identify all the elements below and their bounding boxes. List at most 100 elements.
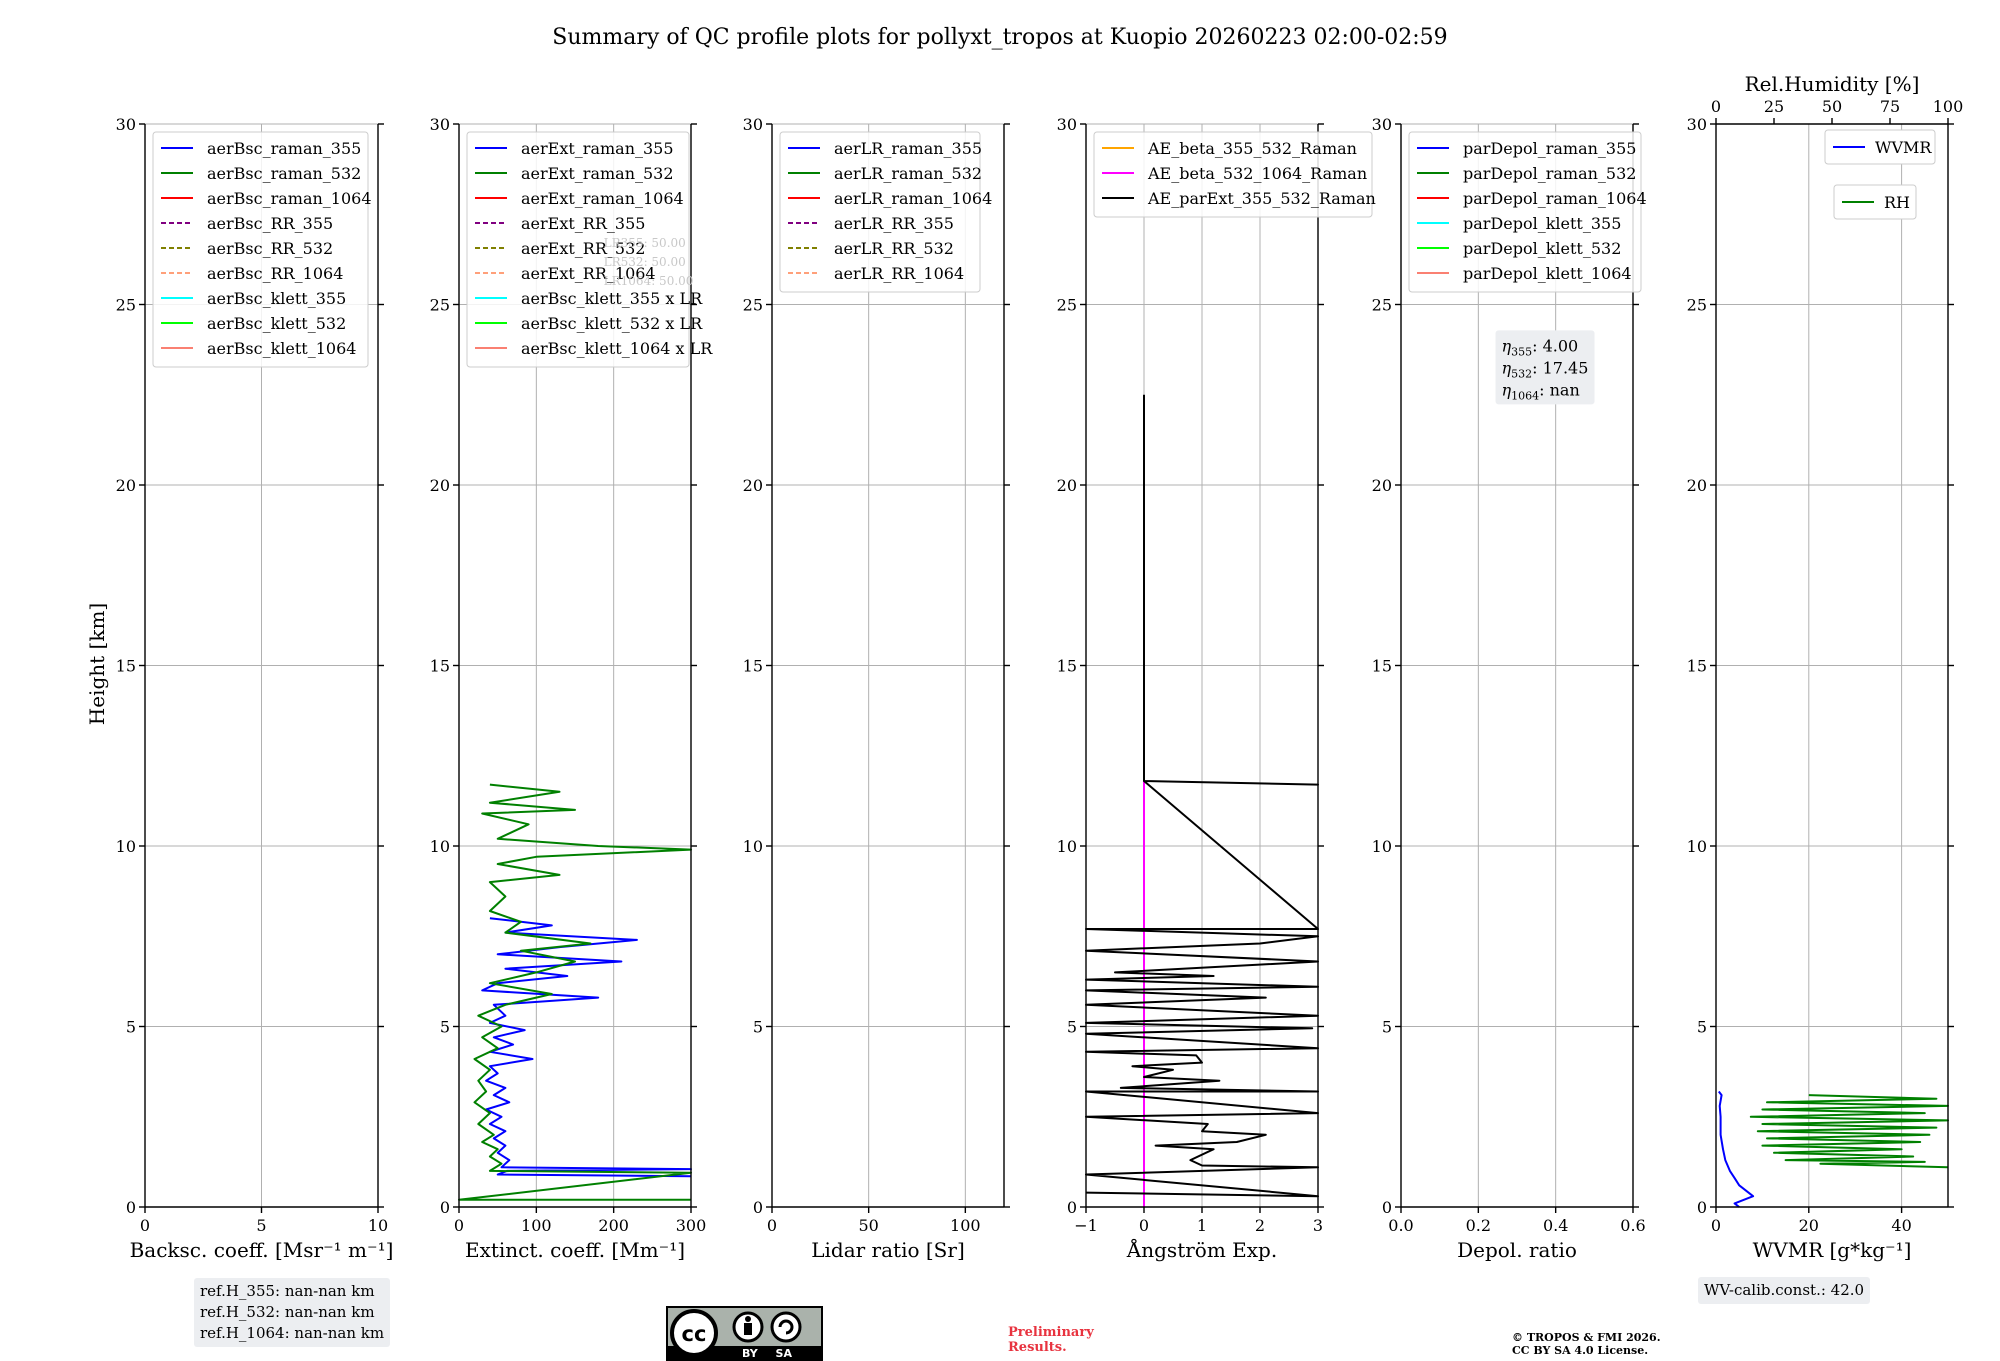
xaxis-label: WVMR [g*kg⁻¹] (1753, 1238, 1912, 1262)
legend-box (1824, 129, 1936, 165)
xtick-label: −1 (1074, 1216, 1098, 1235)
series-aerExt_raman_355 (481, 917, 692, 1178)
refh-532: ref.H_532: nan-nan km (200, 1303, 375, 1321)
ytick-label: 25 (1372, 296, 1392, 315)
refh-1064: ref.H_1064: nan-nan km (200, 1324, 385, 1342)
top-tick-label: 50 (1822, 97, 1842, 116)
ytick-label: 30 (1057, 115, 1077, 134)
legend-entry: aerBsc_klett_355 x LR (521, 289, 703, 308)
preliminary-line-2: Results. (1008, 1340, 1067, 1355)
ytick-label: 5 (1067, 1018, 1077, 1037)
ytick-label: 5 (126, 1018, 136, 1037)
ytick-label: 20 (1372, 476, 1392, 495)
legend-entry: parDepol_klett_1064 (1463, 264, 1632, 283)
legend-entry: parDepol_raman_532 (1463, 164, 1636, 183)
legend-entry: WVMR (1875, 138, 1932, 157)
ytick-label: 15 (1057, 657, 1077, 676)
xtick-label: 3 (1313, 1216, 1323, 1235)
xtick-label: 5 (256, 1216, 266, 1235)
eta-1064: η1064: nan (1502, 380, 1580, 402)
lr-annotation: LR532: 50.00 (604, 255, 686, 269)
lr-annotation: LR1064: 50.00 (604, 274, 694, 288)
wv-calib-text: WV-calib.const.: 42.0 (1704, 1281, 1865, 1299)
legend-entry: aerExt_RR_1064 (521, 264, 656, 283)
legend-entry: aerExt_RR_532 (521, 239, 645, 258)
figure-title: Summary of QC profile plots for pollyxt_… (552, 25, 1447, 50)
ytick-label: 30 (1687, 115, 1707, 134)
xaxis-label: Backsc. coeff. [Msr⁻¹ m⁻¹] (130, 1238, 394, 1262)
xaxis-label: Extinct. coeff. [Mm⁻¹] (465, 1238, 685, 1262)
legend-entry: aerLR_RR_355 (834, 214, 954, 233)
ytick-label: 10 (430, 837, 450, 856)
xaxis-label: Ångström Exp. (1126, 1237, 1277, 1262)
top-tick-label: 100 (1933, 97, 1964, 116)
legend-entry: aerBsc_klett_532 x LR (521, 314, 703, 333)
legend-entry: aerBsc_klett_355 (207, 289, 346, 308)
legend-entry: AE_beta_532_1064_Raman (1147, 164, 1367, 183)
ytick-label: 10 (743, 837, 763, 856)
y-axis-label: Height [km] (85, 603, 109, 725)
cc-license-badge: cc BY SA (666, 1306, 823, 1361)
legend-entry: aerLR_RR_1064 (834, 264, 964, 283)
ytick-label: 10 (1687, 837, 1707, 856)
copyright-note: © TROPOS & FMI 2026. CC BY SA 4.0 Licens… (1512, 1331, 1661, 1357)
legend-entry: aerBsc_klett_1064 (207, 339, 356, 358)
ytick-label: 15 (116, 657, 136, 676)
legend-entry: parDepol_raman_355 (1463, 139, 1636, 158)
legend-box (1408, 131, 1642, 293)
ytick-label: 25 (1057, 296, 1077, 315)
xtick-label: 0 (1711, 1216, 1721, 1235)
ytick-label: 20 (116, 476, 136, 495)
xtick-label: 50 (858, 1216, 878, 1235)
ytick-label: 5 (440, 1018, 450, 1037)
ytick-label: 5 (1382, 1018, 1392, 1037)
refh-box: ref.H_355: nan-nan km ref.H_532: nan-nan… (194, 1278, 391, 1347)
legend-entry: AE_beta_355_532_Raman (1147, 139, 1357, 158)
xtick-label: 300 (676, 1216, 707, 1235)
xtick-label: 0 (140, 1216, 150, 1235)
xtick-label: 20 (1799, 1216, 1819, 1235)
ytick-label: 0 (753, 1198, 763, 1217)
legend-entry: aerBsc_RR_1064 (207, 264, 343, 283)
ytick-label: 20 (430, 476, 450, 495)
series-WVMR (1718, 1090, 1755, 1208)
ytick-label: 0 (126, 1198, 136, 1217)
legend-entry: aerBsc_klett_1064 x LR (521, 339, 713, 358)
xtick-label: 40 (1891, 1216, 1911, 1235)
series-aerExt_raman_532 (458, 783, 692, 1201)
ytick-label: 15 (1372, 657, 1392, 676)
ytick-label: 30 (743, 115, 763, 134)
ytick-label: 10 (1372, 837, 1392, 856)
legend-box (466, 131, 690, 368)
top-tick-label: 0 (1711, 97, 1721, 116)
panel-lr: 0 5 10 15 20 25 30 0 50 100 Lidar ratio [Sr] aerLR_… (743, 115, 1010, 1262)
xtick-label: 0.4 (1543, 1216, 1568, 1235)
preliminary-note: Preliminary Results. (1008, 1325, 1094, 1355)
xtick-label: 10 (368, 1216, 388, 1235)
legend-entry: AE_parExt_355_532_Raman (1147, 189, 1376, 208)
legend-entry: aerLR_raman_355 (834, 139, 982, 158)
ytick-label: 5 (1697, 1018, 1707, 1037)
ytick-label: 0 (440, 1198, 450, 1217)
legend-box (1833, 184, 1917, 220)
ytick-label: 30 (1372, 115, 1392, 134)
copyright-line-1: © TROPOS & FMI 2026. (1512, 1331, 1661, 1344)
xaxis-label: Lidar ratio [Sr] (811, 1238, 965, 1262)
legend-entry: aerBsc_raman_1064 (207, 189, 372, 208)
ytick-label: 10 (116, 837, 136, 856)
ytick-label: 25 (116, 296, 136, 315)
ytick-label: 30 (430, 115, 450, 134)
ytick-label: 25 (743, 296, 763, 315)
ytick-label: 0 (1382, 1198, 1392, 1217)
ytick-label: 0 (1067, 1198, 1077, 1217)
series-RH (1749, 1094, 1949, 1169)
xtick-label: 2 (1255, 1216, 1265, 1235)
ytick-label: 0 (1697, 1198, 1707, 1217)
legend-box (1093, 131, 1373, 218)
ytick-label: 25 (430, 296, 450, 315)
legend-box (779, 131, 981, 293)
